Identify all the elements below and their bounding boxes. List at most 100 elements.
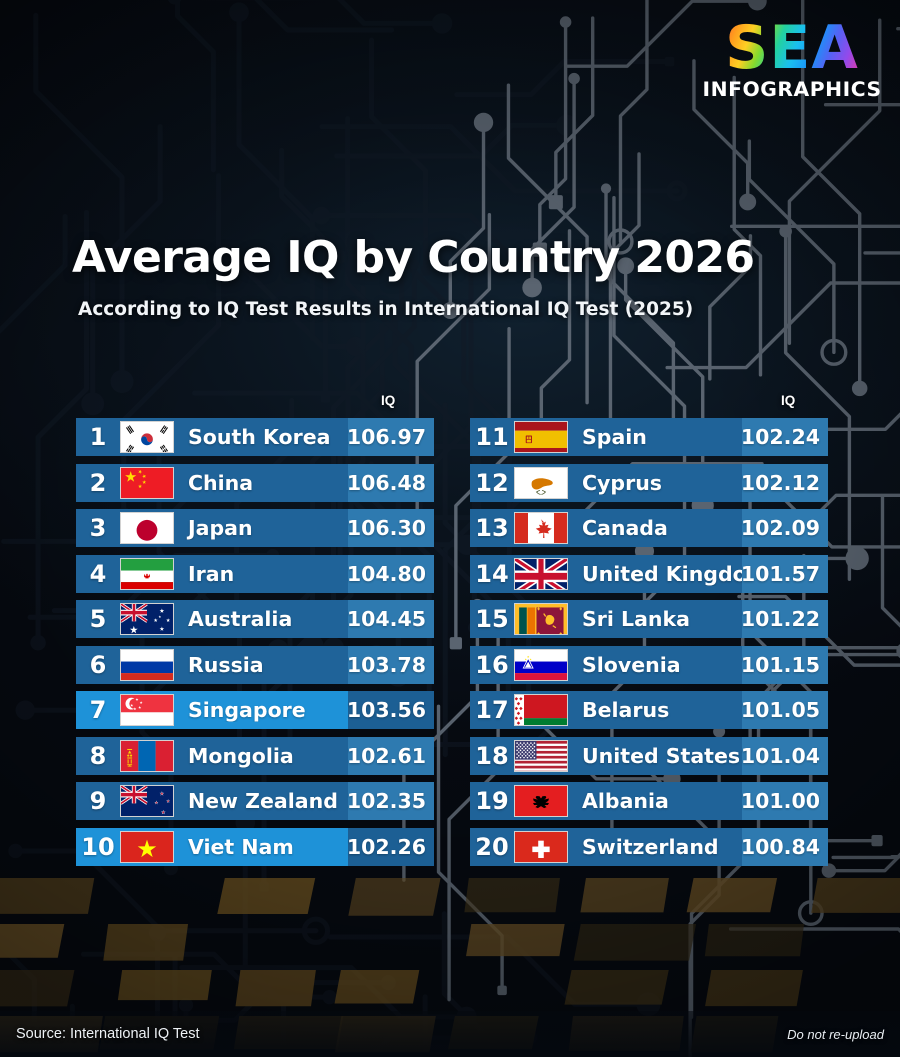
- country-name: Mongolia: [188, 743, 294, 768]
- table-row[interactable]: 19 Albania 101.00: [470, 782, 828, 820]
- iq-value: 104.45: [347, 600, 434, 638]
- flag-ch-icon: [514, 830, 568, 863]
- iq-value: 102.35: [347, 782, 434, 820]
- ranking-column-left: IQ 1 South Korea 106.97 2 China 106.48 3 Japan 1…: [76, 393, 434, 873]
- country-name: Russia: [188, 652, 264, 677]
- flag-jp-icon: [120, 512, 174, 544]
- table-row[interactable]: 7 Singapore 103.56: [76, 691, 434, 729]
- rank-number: 8: [89, 741, 107, 770]
- country-name: United States: [582, 743, 741, 768]
- iq-column-header-right: IQ: [781, 393, 796, 408]
- country-name: Albania: [582, 789, 669, 813]
- table-row[interactable]: 2 China 106.48: [76, 463, 434, 502]
- country-name: Sri Lanka: [582, 607, 690, 631]
- rank-number: 4: [89, 559, 107, 588]
- rank-number: 20: [475, 832, 509, 861]
- rank-number: 6: [89, 650, 107, 679]
- table-row[interactable]: 9 New Zealand 102.35: [76, 782, 434, 820]
- rank-number: 18: [475, 741, 509, 770]
- table-row[interactable]: 18 United States 101.04: [470, 736, 828, 775]
- iq-value: 102.26: [347, 827, 434, 866]
- table-row[interactable]: 15 Sri Lanka 101.22: [470, 600, 828, 638]
- page-subtitle: According to IQ Test Results in Internat…: [78, 299, 694, 320]
- table-row[interactable]: 6 Russia 103.78: [76, 645, 434, 684]
- rank-number: 12: [475, 468, 509, 497]
- flag-lk-icon: [514, 603, 568, 635]
- flag-cy-icon: [514, 466, 568, 499]
- rank-number: 16: [475, 650, 509, 679]
- flag-kr-icon: [120, 421, 174, 453]
- ranking-column-right: IQ 11 Spain 102.24 12 Cyprus 102.12 13 Canada 10…: [470, 393, 828, 873]
- iq-value: 102.24: [741, 418, 828, 456]
- flag-nz-icon: [120, 785, 174, 817]
- rank-number: 14: [475, 559, 509, 588]
- iq-value: 101.05: [741, 691, 828, 729]
- country-name: Slovenia: [582, 652, 681, 677]
- table-row[interactable]: 17 Belarus 101.05: [470, 691, 828, 729]
- table-row[interactable]: 20 Switzerland 100.84: [470, 827, 828, 866]
- iq-value: 102.09: [741, 509, 828, 547]
- page-title: Average IQ by Country 2026: [72, 232, 755, 283]
- iq-value: 106.97: [347, 418, 434, 456]
- rank-number: 11: [475, 423, 509, 451]
- iq-value: 106.48: [347, 463, 434, 502]
- flag-ir-icon: [120, 557, 174, 590]
- iq-value: 101.00: [741, 782, 828, 820]
- iq-value: 102.12: [741, 463, 828, 502]
- table-row[interactable]: 5 Australia 104.45: [76, 600, 434, 638]
- iq-value: 102.61: [347, 736, 434, 775]
- flag-al-icon: [514, 785, 568, 817]
- country-name: Switzerland: [582, 834, 719, 859]
- flag-au-icon: [120, 603, 174, 635]
- table-row[interactable]: 10 Viet Nam 102.26: [76, 827, 434, 866]
- flag-mn-icon: [120, 739, 174, 772]
- country-name: Iran: [188, 561, 235, 586]
- country-name: Singapore: [188, 698, 306, 722]
- rank-number: 9: [89, 787, 107, 815]
- reupload-notice: Do not re-upload: [787, 1026, 884, 1042]
- flag-cn-icon: [120, 466, 174, 499]
- rank-number: 3: [89, 514, 107, 542]
- footer: Source: International IQ Test Do not re-…: [0, 1011, 900, 1057]
- country-name: China: [188, 470, 254, 495]
- flag-si-icon: [514, 648, 568, 681]
- country-name: United Kingdom: [582, 561, 742, 586]
- brand-logo: SEA INFOGRAPHICS: [703, 18, 882, 100]
- table-row[interactable]: 3 Japan 106.30: [76, 509, 434, 547]
- rank-number: 5: [89, 605, 107, 633]
- iq-value: 101.22: [741, 600, 828, 638]
- rank-number: 7: [89, 696, 107, 724]
- rank-number: 17: [475, 696, 509, 724]
- table-row[interactable]: 14 United Kingdom101.57: [470, 554, 828, 593]
- iq-value: 103.78: [347, 645, 434, 684]
- flag-ru-icon: [120, 648, 174, 681]
- flag-vn-icon: [120, 830, 174, 863]
- country-name: Belarus: [582, 698, 670, 722]
- iq-value: 103.56: [347, 691, 434, 729]
- table-row[interactable]: 1 South Korea 106.97: [76, 418, 434, 456]
- iq-value: 101.57: [741, 554, 828, 593]
- country-name: Spain: [582, 425, 647, 449]
- iq-column-header-left: IQ: [381, 393, 396, 408]
- flag-ca-icon: [514, 512, 568, 544]
- iq-value: 100.84: [741, 827, 828, 866]
- flag-es-icon: [514, 421, 568, 453]
- country-name: South Korea: [188, 425, 331, 449]
- flag-gb-icon: [514, 557, 568, 590]
- country-name: Viet Nam: [188, 834, 294, 859]
- table-row[interactable]: 16 Slovenia 101.15: [470, 645, 828, 684]
- country-name: New Zealand: [188, 789, 338, 813]
- table-row[interactable]: 12 Cyprus 102.12: [470, 463, 828, 502]
- table-row[interactable]: 8 Mongolia 102.61: [76, 736, 434, 775]
- table-row[interactable]: 4 Iran 104.80: [76, 554, 434, 593]
- country-name: Cyprus: [582, 470, 662, 495]
- country-name: Australia: [188, 607, 293, 631]
- flag-by-icon: [514, 694, 568, 726]
- table-row[interactable]: 13 Canada 102.09: [470, 509, 828, 547]
- rank-number: 1: [89, 423, 107, 451]
- table-row[interactable]: 11 Spain 102.24: [470, 418, 828, 456]
- iq-value: 101.15: [741, 645, 828, 684]
- logo-subtitle: INFOGRAPHICS: [702, 78, 882, 101]
- rank-number: 15: [475, 605, 509, 633]
